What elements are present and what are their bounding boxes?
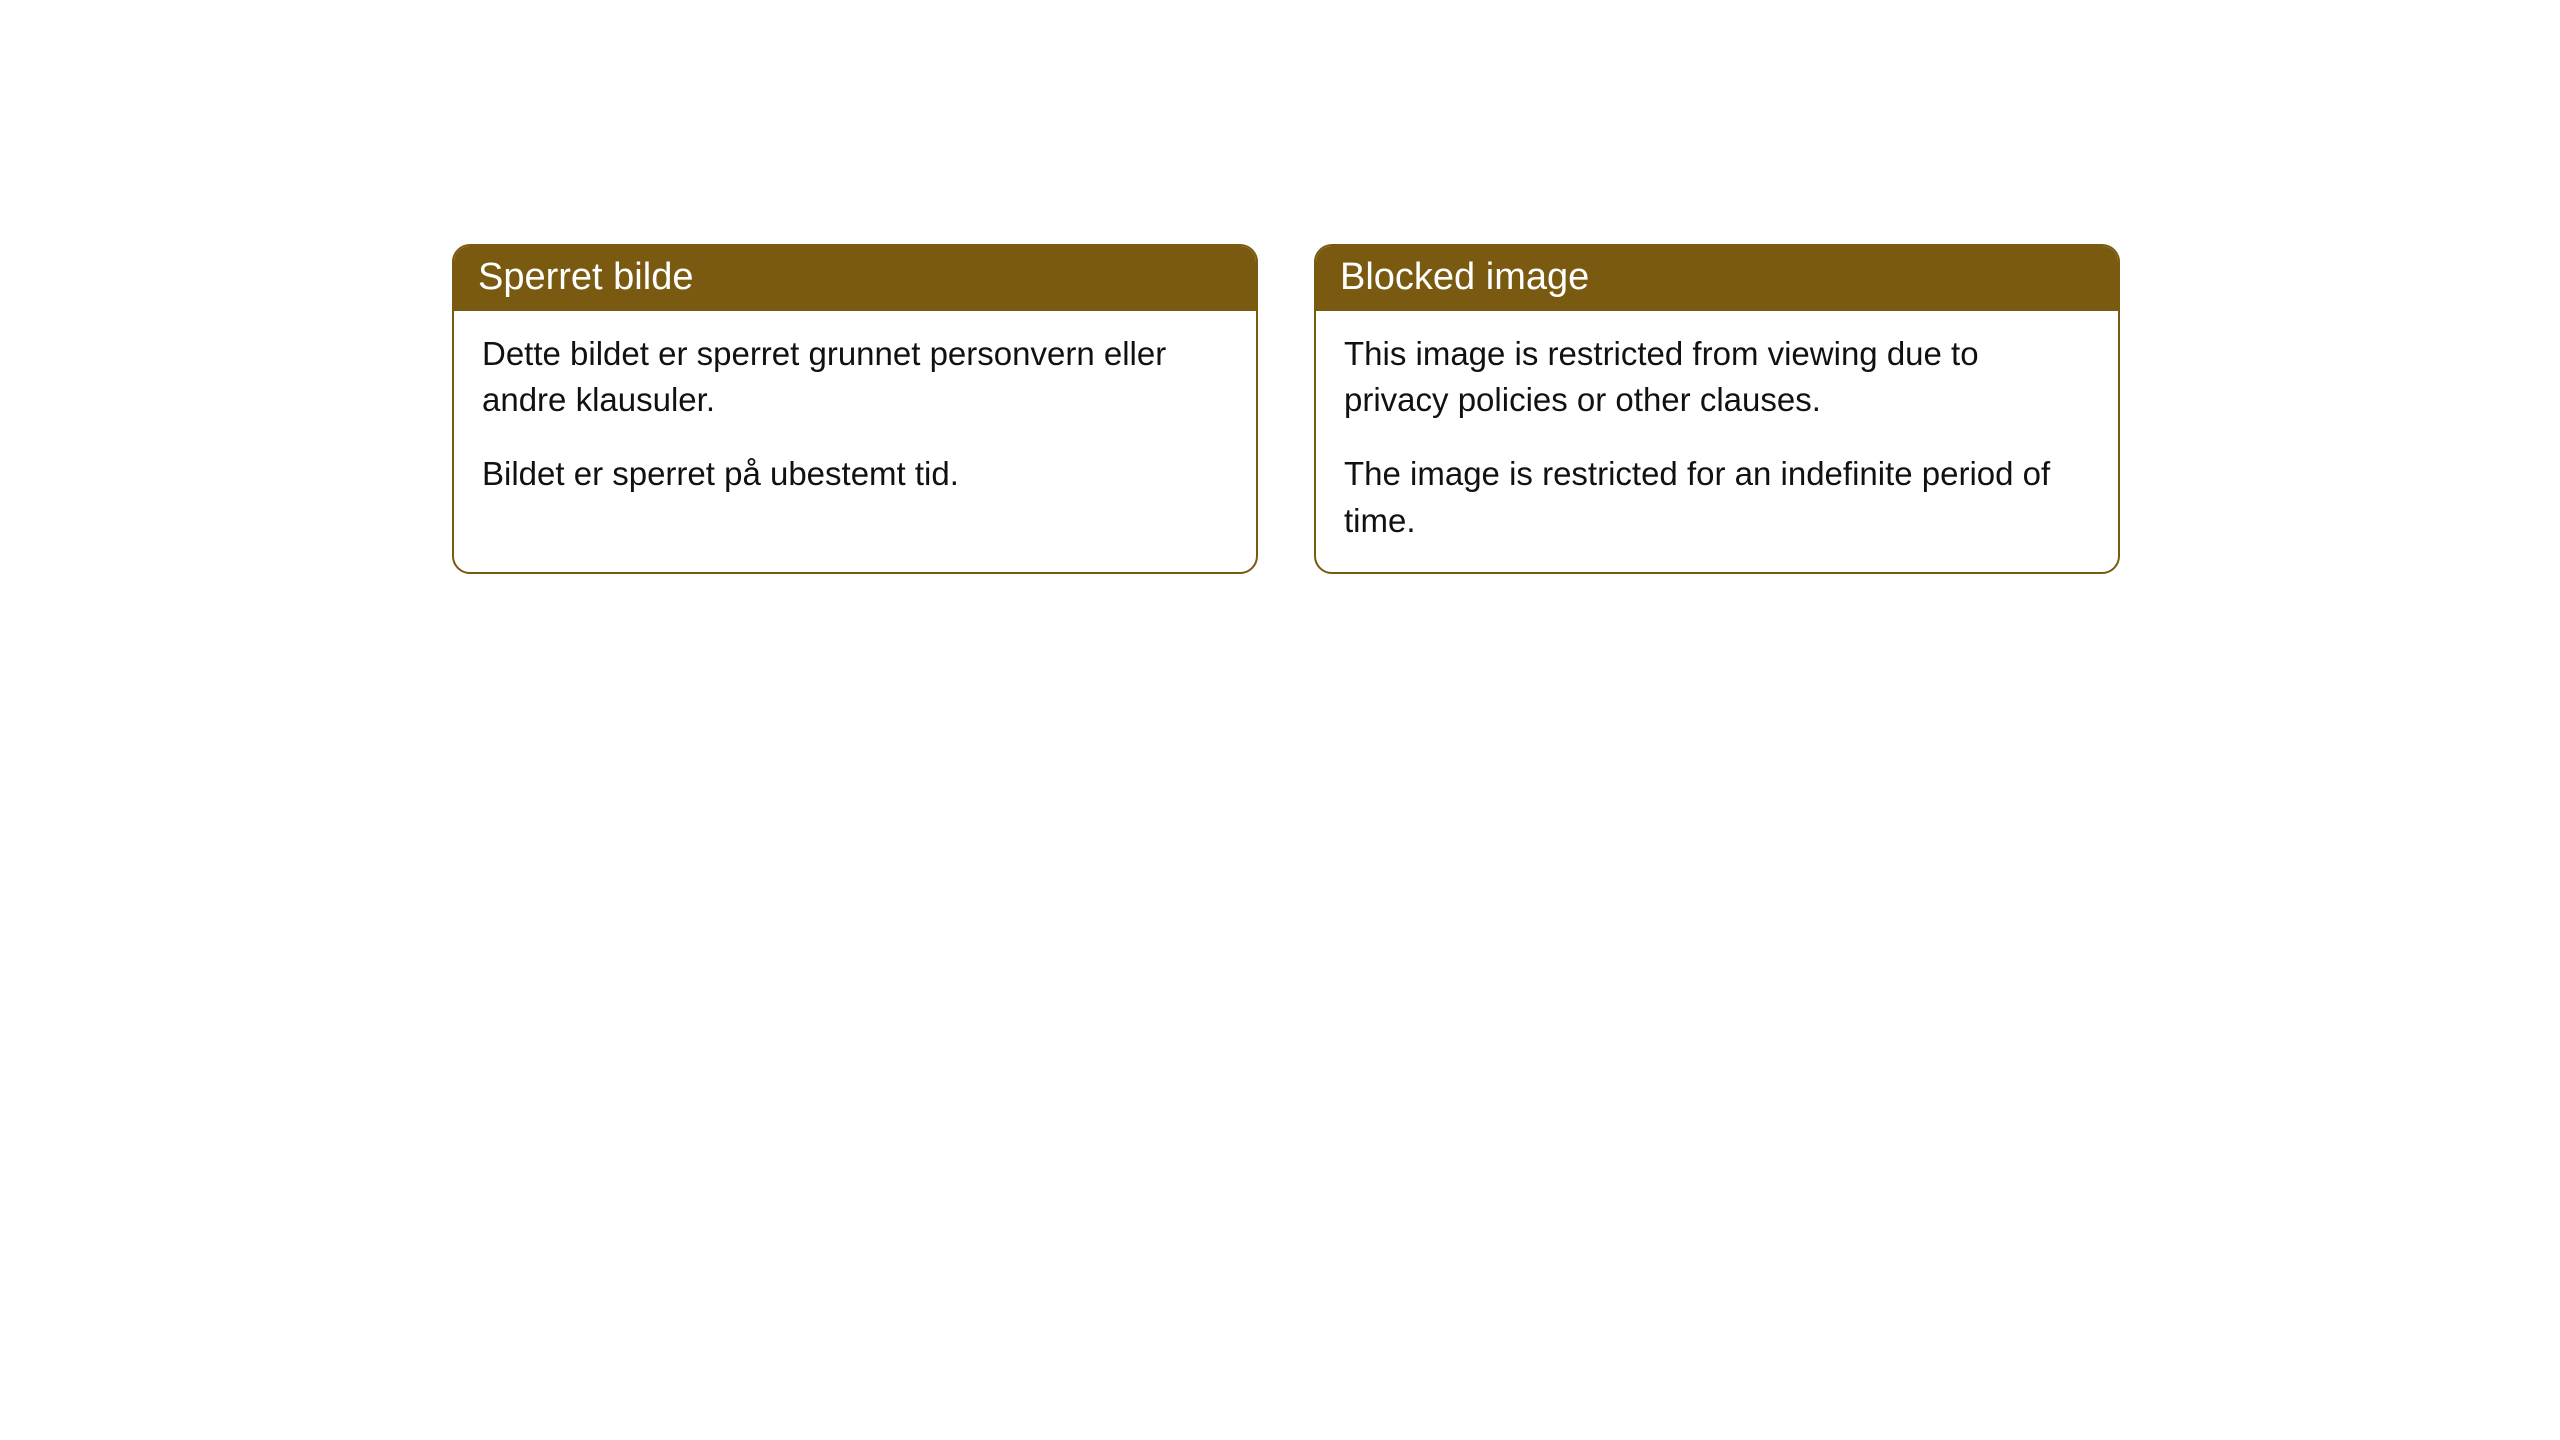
- card-paragraph: This image is restricted from viewing du…: [1344, 331, 2090, 423]
- card-paragraph: Dette bildet er sperret grunnet personve…: [482, 331, 1228, 423]
- card-body-no: Dette bildet er sperret grunnet personve…: [454, 311, 1256, 526]
- card-paragraph: The image is restricted for an indefinit…: [1344, 451, 2090, 543]
- card-header-no: Sperret bilde: [454, 246, 1256, 311]
- blocked-image-card-en: Blocked image This image is restricted f…: [1314, 244, 2120, 574]
- card-paragraph: Bildet er sperret på ubestemt tid.: [482, 451, 1228, 497]
- card-body-en: This image is restricted from viewing du…: [1316, 311, 2118, 572]
- card-header-en: Blocked image: [1316, 246, 2118, 311]
- blocked-image-card-no: Sperret bilde Dette bildet er sperret gr…: [452, 244, 1258, 574]
- notice-cards-container: Sperret bilde Dette bildet er sperret gr…: [452, 244, 2120, 574]
